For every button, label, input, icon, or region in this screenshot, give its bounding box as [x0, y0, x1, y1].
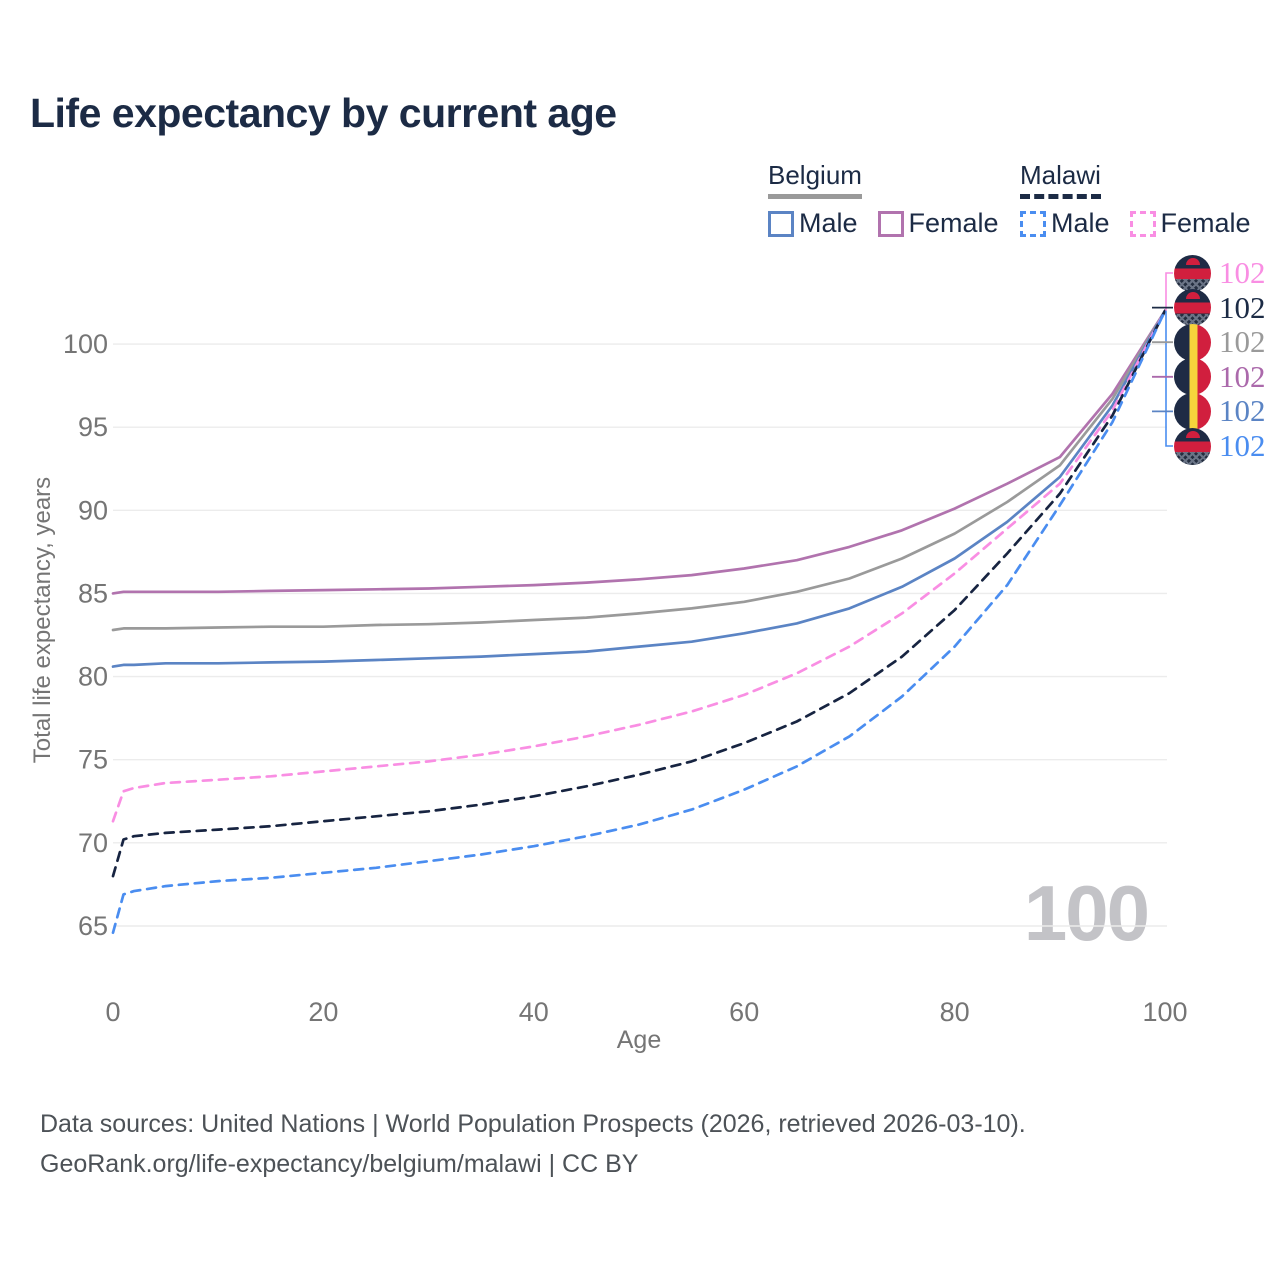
legend-country-belgium[interactable]: Belgium	[768, 160, 862, 199]
x-tick-label: 40	[519, 997, 549, 1027]
connector-top	[1165, 272, 1173, 311]
footer-sources: Data sources: United Nations | World Pop…	[40, 1110, 1026, 1138]
series-line-belgium-female[interactable]	[111, 309, 1167, 595]
series-line-malawi-female[interactable]	[111, 309, 1167, 823]
y-axis-title: Total life expectancy, years	[29, 476, 56, 764]
legend-country-malawi[interactable]: Malawi	[1020, 160, 1101, 199]
y-tick-label: 80	[78, 662, 108, 692]
y-tick-label: 75	[78, 745, 108, 775]
gridlines	[113, 343, 1167, 927]
y-tick-label: 95	[78, 412, 108, 442]
legend-item-malawi-male[interactable]: Male	[1020, 208, 1110, 239]
footer-attribution[interactable]: GeoRank.org/life-expectancy/belgium/mala…	[40, 1150, 639, 1178]
legend-label: Male	[799, 208, 858, 238]
legend-label: Male	[1051, 208, 1110, 238]
x-axis-title: Age	[617, 1026, 661, 1054]
age-watermark: 100	[1023, 869, 1150, 957]
y-tick-label: 85	[78, 578, 108, 608]
malawi-male-swatch-icon	[1020, 210, 1046, 237]
series-line-belgium[interactable]	[111, 309, 1167, 632]
legend-label: Female	[908, 208, 999, 238]
legend-row-malawi: Male Female	[1020, 208, 1251, 239]
malawi-female-swatch-icon	[1129, 210, 1156, 237]
legend-label: Female	[1160, 208, 1251, 238]
legend-group-malawi: Malawi Male Female	[1020, 160, 1251, 239]
x-tick-label: 60	[729, 997, 759, 1027]
y-tick-label: 70	[78, 828, 108, 858]
legend-item-malawi-female[interactable]: Female	[1129, 208, 1251, 239]
series-line-malawi-male[interactable]	[111, 309, 1167, 935]
end-label-connectors	[1152, 272, 1173, 447]
x-tick-labels: 0 20 40 60 80 100	[105, 997, 1187, 1027]
legend-group-belgium: Belgium Male Female	[768, 160, 999, 239]
x-tick-label: 0	[105, 997, 120, 1027]
footer: Data sources: United Nations | World Pop…	[40, 1104, 1026, 1184]
series-line-malawi[interactable]	[111, 309, 1167, 878]
x-tick-label: 100	[1142, 997, 1187, 1027]
y-tick-label: 65	[78, 911, 108, 941]
legend-item-belgium-male[interactable]: Male	[768, 208, 858, 239]
page-title: Life expectancy by current age	[30, 90, 617, 136]
x-tick-label: 20	[308, 997, 338, 1027]
legend-item-belgium-female[interactable]: Female	[877, 208, 999, 239]
y-tick-labels: 65 70 75 80 85 90 95 100	[63, 329, 108, 941]
belgium-female-swatch-icon	[877, 210, 904, 237]
connector-bottom	[1165, 310, 1173, 447]
y-tick-label: 100	[63, 329, 108, 359]
series-lines	[111, 309, 1167, 935]
legend-row-belgium: Male Female	[768, 208, 999, 239]
x-tick-label: 80	[940, 997, 970, 1027]
series-line-belgium-male[interactable]	[111, 309, 1167, 668]
y-tick-label: 90	[78, 495, 108, 525]
belgium-male-swatch-icon	[768, 210, 794, 237]
